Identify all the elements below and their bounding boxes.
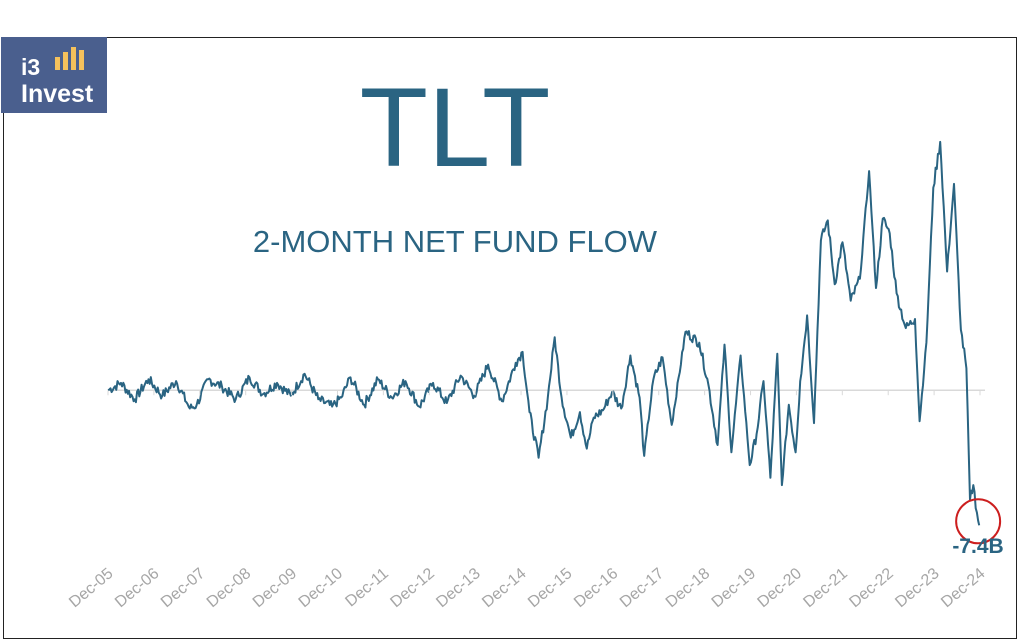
x-tick-label: Dec-07 <box>158 565 209 611</box>
logo-bar <box>79 50 84 70</box>
x-tick-label: Dec-21 <box>800 565 851 611</box>
logo-text-invest: Invest <box>21 80 94 108</box>
x-tick-label: Dec-24 <box>938 565 989 611</box>
x-tick-label: Dec-08 <box>204 565 255 611</box>
x-tick-label: Dec-05 <box>66 565 117 611</box>
i3-invest-logo: i3 Invest <box>1 37 107 113</box>
x-tick-label: Dec-14 <box>479 565 530 611</box>
x-tick-label: Dec-20 <box>755 565 806 611</box>
logo-bar <box>71 47 76 70</box>
annotation-label: -7.4B <box>952 535 1004 558</box>
x-axis-tick-labels: Dec-05Dec-06Dec-07Dec-08Dec-09Dec-10Dec-… <box>66 390 989 611</box>
x-tick-label: Dec-12 <box>387 565 438 611</box>
x-tick-label: Dec-17 <box>617 565 668 611</box>
x-tick-label: Dec-13 <box>433 565 484 611</box>
logo-bar <box>55 57 60 70</box>
x-tick-label: Dec-15 <box>525 565 576 611</box>
annotation-circle-marker <box>955 498 1002 545</box>
bar-chart-icon <box>55 47 84 70</box>
x-tick-label: Dec-19 <box>709 565 760 611</box>
chart-title: TLT <box>359 65 551 190</box>
x-tick-label: Dec-18 <box>663 565 714 611</box>
x-tick-label: Dec-06 <box>112 565 163 611</box>
logo-text-i3: i3 <box>21 54 41 80</box>
series-line <box>107 140 981 526</box>
chart-subtitle: 2-MONTH NET FUND FLOW <box>252 224 658 259</box>
x-tick-label: Dec-11 <box>342 565 392 610</box>
x-tick-label: Dec-16 <box>571 565 622 611</box>
x-tick-label: Dec-10 <box>296 565 347 611</box>
x-tick-label: Dec-09 <box>250 565 301 611</box>
x-tick-label: Dec-22 <box>846 565 897 611</box>
logo-bar <box>63 52 68 70</box>
x-tick-label: Dec-23 <box>892 565 943 611</box>
chart-frame <box>3 37 1017 639</box>
